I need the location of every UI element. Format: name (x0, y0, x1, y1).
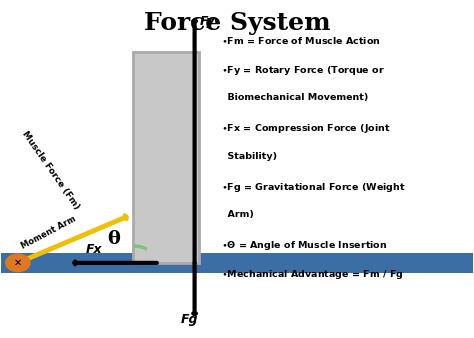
Text: Force System: Force System (144, 11, 330, 35)
Text: $\bullet$Θ = Angle of Muscle Insertion: $\bullet$Θ = Angle of Muscle Insertion (220, 239, 387, 252)
Text: Fx: Fx (86, 243, 103, 256)
Text: Arm): Arm) (220, 210, 254, 219)
Text: Fy: Fy (199, 15, 215, 28)
Text: Stability): Stability) (220, 151, 277, 161)
Circle shape (6, 255, 30, 271)
Text: $\bullet$Fm = Force of Muscle Action: $\bullet$Fm = Force of Muscle Action (220, 35, 380, 46)
Text: $\bullet$Mechanical Advantage = Fm / Fg: $\bullet$Mechanical Advantage = Fm / Fg (220, 268, 403, 281)
Text: $\bullet$Fx = Compression Force (Joint: $\bullet$Fx = Compression Force (Joint (220, 122, 390, 136)
Text: ✕: ✕ (14, 258, 22, 268)
Text: Fg: Fg (181, 313, 199, 326)
Text: θ: θ (108, 231, 120, 248)
FancyBboxPatch shape (1, 253, 473, 273)
Bar (133, 52, 199, 263)
Text: Moment Arm: Moment Arm (19, 214, 77, 251)
Text: $\bullet$Fg = Gravitational Force (Weight: $\bullet$Fg = Gravitational Force (Weigh… (220, 181, 405, 194)
Text: $\bullet$Fy = Rotary Force (Torque or: $\bullet$Fy = Rotary Force (Torque or (220, 64, 384, 77)
Text: Muscle Force (Fm): Muscle Force (Fm) (21, 129, 82, 211)
Text: Biomechanical Movement): Biomechanical Movement) (220, 93, 368, 102)
